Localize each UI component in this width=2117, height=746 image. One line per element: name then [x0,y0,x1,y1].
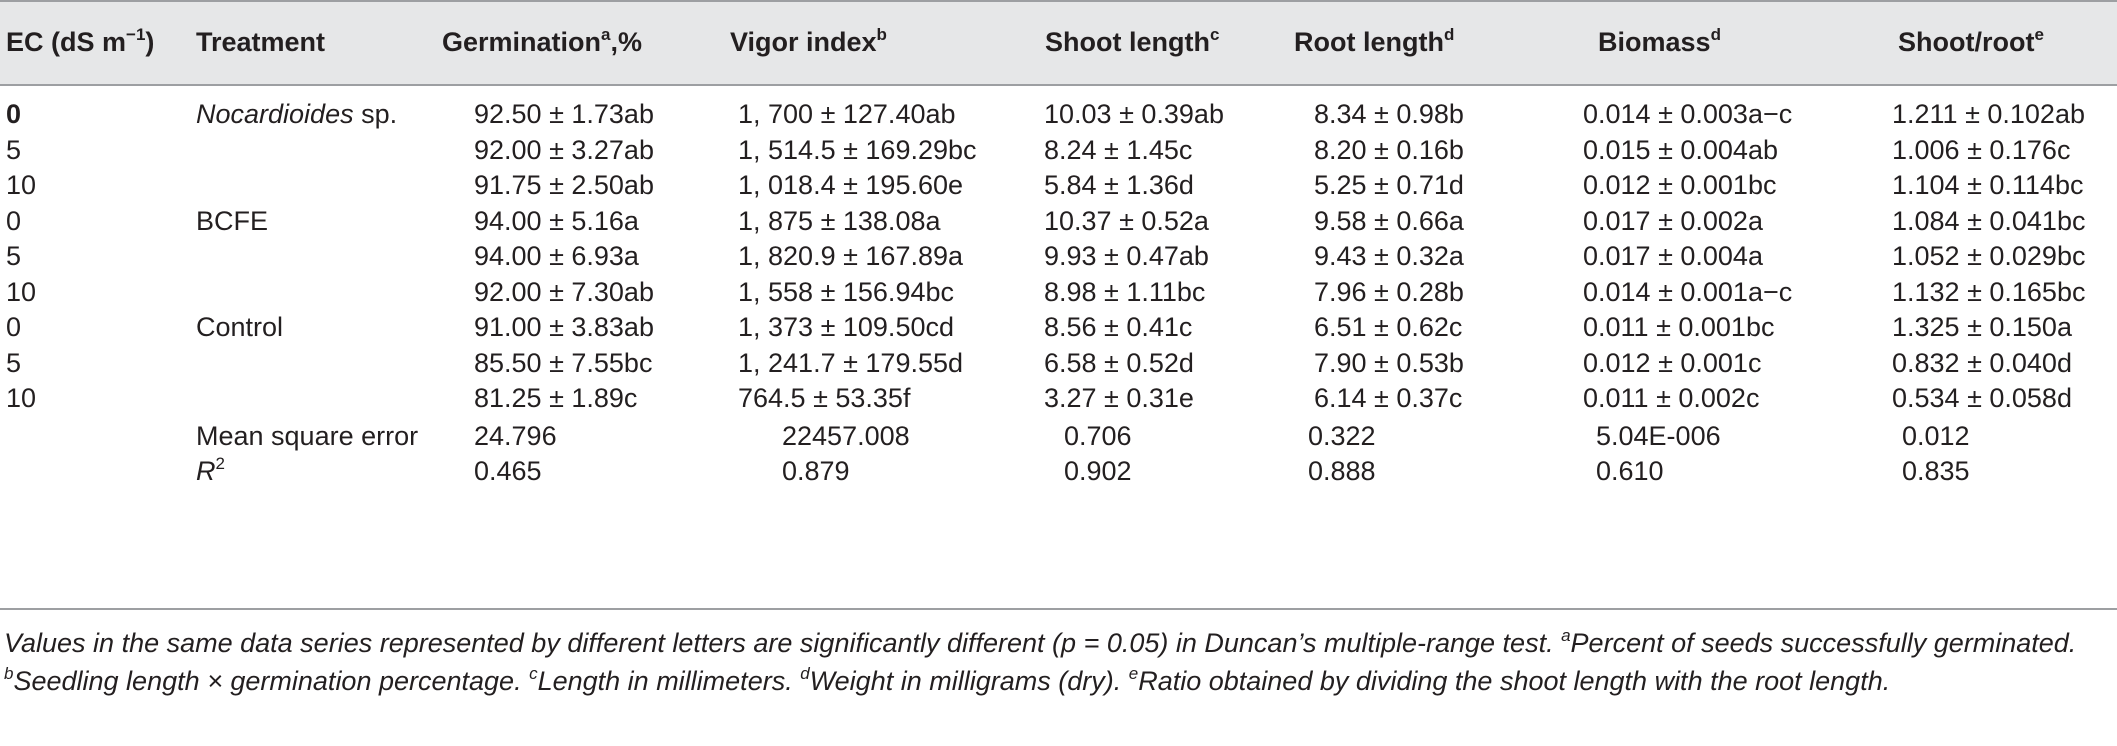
row-root-value: 8.34 ± 0.98b [1314,99,1464,129]
row-ec-value: 5 [6,241,22,271]
row-shoot-value: 8.98 ± 1.11bc [1044,276,1206,307]
row-biomass-value: 0.015 ± 0.004ab [1583,134,1778,165]
row-germ-value: 94.00 ± 6.93a [474,241,639,271]
stat-germ-value: 24.796 [474,420,557,451]
table-footnote: Values in the same data series represent… [4,626,2077,696]
row-biomass-value: 0.011 ± 0.001bc [1583,312,1775,342]
row-germ-value: 81.25 ± 1.89c [474,383,638,413]
row-root-value: 5.25 ± 0.71d [1314,170,1464,200]
row-biomass-value: 0.017 ± 0.004a [1583,241,1763,271]
stat-shoot-value: 0.902 [1064,456,1132,486]
row-vigor-value: 1, 373 ± 109.50cd [738,312,954,342]
row-germ-value: 91.00 ± 3.83ab [474,312,654,342]
row-root-value: 7.90 ± 0.53b [1314,347,1464,378]
row-ec-value: 10 [6,383,37,413]
row-shoot-value: 3.27 ± 0.31e [1044,383,1194,413]
row-ratio-value: 1.104 ± 0.114bc [1892,170,2084,200]
stat-root-value: 0.322 [1308,420,1376,451]
treatment-suffix: sp. [353,99,398,129]
stat-vigor-value: 0.879 [782,456,850,486]
stat-label: R2 [196,453,225,489]
treatment-name: Control [196,312,284,342]
header-biomass: Biomassd [1598,25,1721,57]
row-germ-value: 85.50 ± 7.55bc [474,347,653,378]
row-biomass-value: 0.017 ± 0.002a [1583,205,1763,236]
stat-biomass-value: 0.610 [1596,456,1664,486]
row-vigor-value: 1, 558 ± 156.94bc [738,276,954,307]
row-shoot-value: 8.24 ± 1.45c [1044,134,1193,165]
stat-label-text: Mean square error [196,420,419,451]
row-biomass-value: 0.014 ± 0.003a−c [1583,99,1793,129]
row-shoot-value: 8.56 ± 0.41c [1044,312,1193,342]
stat-label-text: R [196,456,216,486]
row-biomass-value: 0.014 ± 0.001a−c [1583,276,1793,307]
row-ec-value: 5 [6,347,22,378]
row-shoot-value: 9.93 ± 0.47ab [1044,241,1209,271]
row-shoot-value: 5.84 ± 1.36d [1044,170,1194,200]
stat-vigor-value: 22457.008 [782,420,910,451]
row-ratio-value: 0.534 ± 0.058d [1892,383,2072,413]
stat-ratio-value: 0.012 [1902,420,1970,451]
row-vigor-value: 1, 018.4 ± 195.60e [738,170,964,200]
row-ec-value: 5 [6,134,22,165]
row-biomass-value: 0.011 ± 0.002c [1583,383,1760,413]
row-root-value: 9.43 ± 0.32a [1314,241,1464,271]
row-treatment: Nocardioides sp. [196,96,397,132]
row-ratio-value: 1.211 ± 0.102ab [1892,99,2085,129]
row-ec-value: 0 [6,99,22,129]
row-root-value: 8.20 ± 0.16b [1314,134,1464,165]
header-root-length: Root lengthd [1294,25,1455,57]
stat-shoot-value: 0.706 [1064,420,1132,451]
header-germination: Germinationa,% [442,25,643,57]
row-vigor-value: 1, 241.7 ± 179.55d [738,347,964,378]
row-biomass-value: 0.012 ± 0.001bc [1583,170,1777,200]
treatment-name: BCFE [196,205,269,236]
row-treatment: Control [196,309,283,345]
row-vigor-value: 1, 875 ± 138.08a [738,205,941,236]
treatment-name: Nocardioides [196,99,354,129]
row-shoot-value: 10.03 ± 0.39ab [1044,99,1224,129]
stat-label-superscript: 2 [215,454,225,473]
row-ratio-value: 0.832 ± 0.040d [1892,347,2072,378]
header-treatment: Treatment [196,27,326,57]
stat-germ-value: 0.465 [474,456,542,486]
row-ec-value: 0 [6,205,22,236]
row-germ-value: 94.00 ± 5.16a [474,205,639,236]
row-germ-value: 92.00 ± 3.27ab [474,134,654,165]
row-vigor-value: 1, 820.9 ± 167.89a [738,241,964,271]
stat-biomass-value: 5.04E-006 [1596,420,1721,451]
row-root-value: 9.58 ± 0.66a [1314,205,1464,236]
row-root-value: 6.14 ± 0.37c [1314,383,1463,413]
row-ec-value: 10 [6,170,37,200]
table-bottom-rule [0,608,2117,610]
row-root-value: 6.51 ± 0.62c [1314,312,1463,342]
row-ec-value: 10 [6,276,37,307]
header-vigor-index: Vigor indexb [730,25,887,57]
row-vigor-value: 764.5 ± 53.35f [738,383,911,413]
row-germ-value: 92.00 ± 7.30ab [474,276,654,307]
row-shoot-value: 10.37 ± 0.52a [1044,205,1209,236]
row-biomass-value: 0.012 ± 0.001c [1583,347,1762,378]
row-vigor-value: 1, 514.5 ± 169.29bc [738,134,977,165]
row-ec-value: 0 [6,312,22,342]
header-shoot-root: Shoot/roote [1898,25,2044,57]
row-ratio-value: 1.325 ± 0.150a [1892,312,2072,342]
row-shoot-value: 6.58 ± 0.52d [1044,347,1194,378]
row-vigor-value: 1, 700 ± 127.40ab [738,99,956,129]
row-root-value: 7.96 ± 0.28b [1314,276,1464,307]
row-ratio-value: 1.132 ± 0.165bc [1892,276,2086,307]
row-treatment: BCFE [196,203,268,239]
stat-label: Mean square error [196,418,418,454]
header-ec: EC (dS m−1) [6,25,155,57]
row-germ-value: 91.75 ± 2.50ab [474,170,654,200]
stat-ratio-value: 0.835 [1902,456,1970,486]
row-ratio-value: 1.052 ± 0.029bc [1892,241,2086,271]
stat-root-value: 0.888 [1308,456,1376,486]
row-ratio-value: 1.006 ± 0.176c [1892,134,2071,165]
row-ratio-value: 1.084 ± 0.041bc [1892,205,2086,236]
header-shoot-length: Shoot lengthc [1045,25,1220,57]
table-header-row: EC (dS m−1) Treatment Germinationa,% Vig… [0,0,2117,86]
row-germ-value: 92.50 ± 1.73ab [474,99,654,129]
